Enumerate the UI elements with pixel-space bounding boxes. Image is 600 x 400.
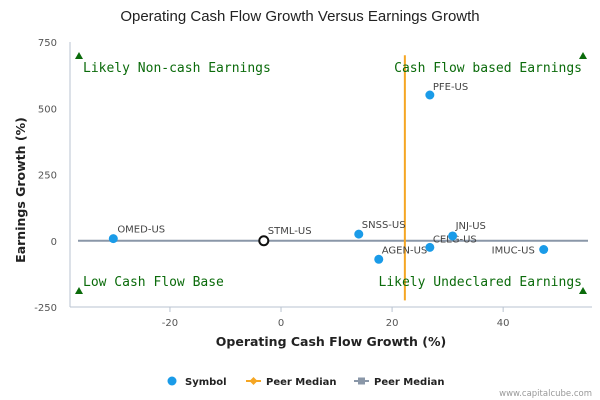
corner-marker-bottom-left <box>75 287 83 294</box>
plot-area: -20 0 20 40 -250 0 250 500 750 Likely Non-cash Ea… <box>34 38 592 329</box>
point-label: SNSS-US <box>362 220 406 231</box>
credit-text: www.capitalcube.com <box>499 389 592 399</box>
legend-label: Symbol <box>185 377 227 388</box>
x-tick-label: 40 <box>497 318 510 329</box>
point-celg-us <box>425 242 435 252</box>
y-axis-title: Earnings Growth (%) <box>13 117 28 263</box>
corner-marker-top-right <box>579 52 587 59</box>
quadrant-label-bottom-left: Low Cash Flow Base <box>83 275 224 290</box>
legend-square-marker <box>358 377 365 385</box>
x-axis-title: Operating Cash Flow Growth (%) <box>216 334 446 349</box>
point-omed-us <box>108 234 118 244</box>
corner-marker-bottom-right <box>579 287 587 294</box>
legend-label: Peer Median <box>266 377 337 388</box>
y-tick-label: 750 <box>38 38 57 49</box>
point-snss-us <box>354 229 364 239</box>
point-highlight-stml-us <box>258 235 270 247</box>
quadrant-label-bottom-right: Likely Undeclared Earnings <box>379 275 583 290</box>
legend-diamond-marker <box>249 377 258 385</box>
y-tick-label: 250 <box>38 171 57 182</box>
quadrant-label-top-right: Cash Flow based Earnings <box>394 61 582 76</box>
corner-marker-top-left <box>75 52 83 59</box>
point-jnj-us <box>448 231 458 241</box>
legend-symbol-marker <box>167 376 177 386</box>
legend: Symbol Peer Median Peer Median <box>167 376 445 388</box>
x-tick-label: 20 <box>386 318 399 329</box>
point-label: OMED-US <box>117 225 165 236</box>
highlight-label: STML-US <box>268 226 312 237</box>
y-tick-label: 0 <box>51 237 57 248</box>
point-imuc-us <box>539 244 549 254</box>
quadrant-label-top-left: Likely Non-cash Earnings <box>83 61 271 76</box>
x-tick-label: 0 <box>278 318 284 329</box>
point-pfe-us <box>425 90 435 100</box>
chart-title: Operating Cash Flow Growth Versus Earnin… <box>120 8 479 25</box>
y-tick-label: 500 <box>38 104 57 115</box>
point-label: PFE-US <box>433 82 468 93</box>
point-label: JNJ-US <box>455 221 486 232</box>
point-agen-us <box>374 254 384 264</box>
x-tick-label: -20 <box>162 318 178 329</box>
point-label: AGEN-US <box>382 245 428 256</box>
legend-label: Peer Median <box>374 377 445 388</box>
point-label: IMUC-US <box>492 245 535 256</box>
y-tick-label: -250 <box>34 303 57 314</box>
